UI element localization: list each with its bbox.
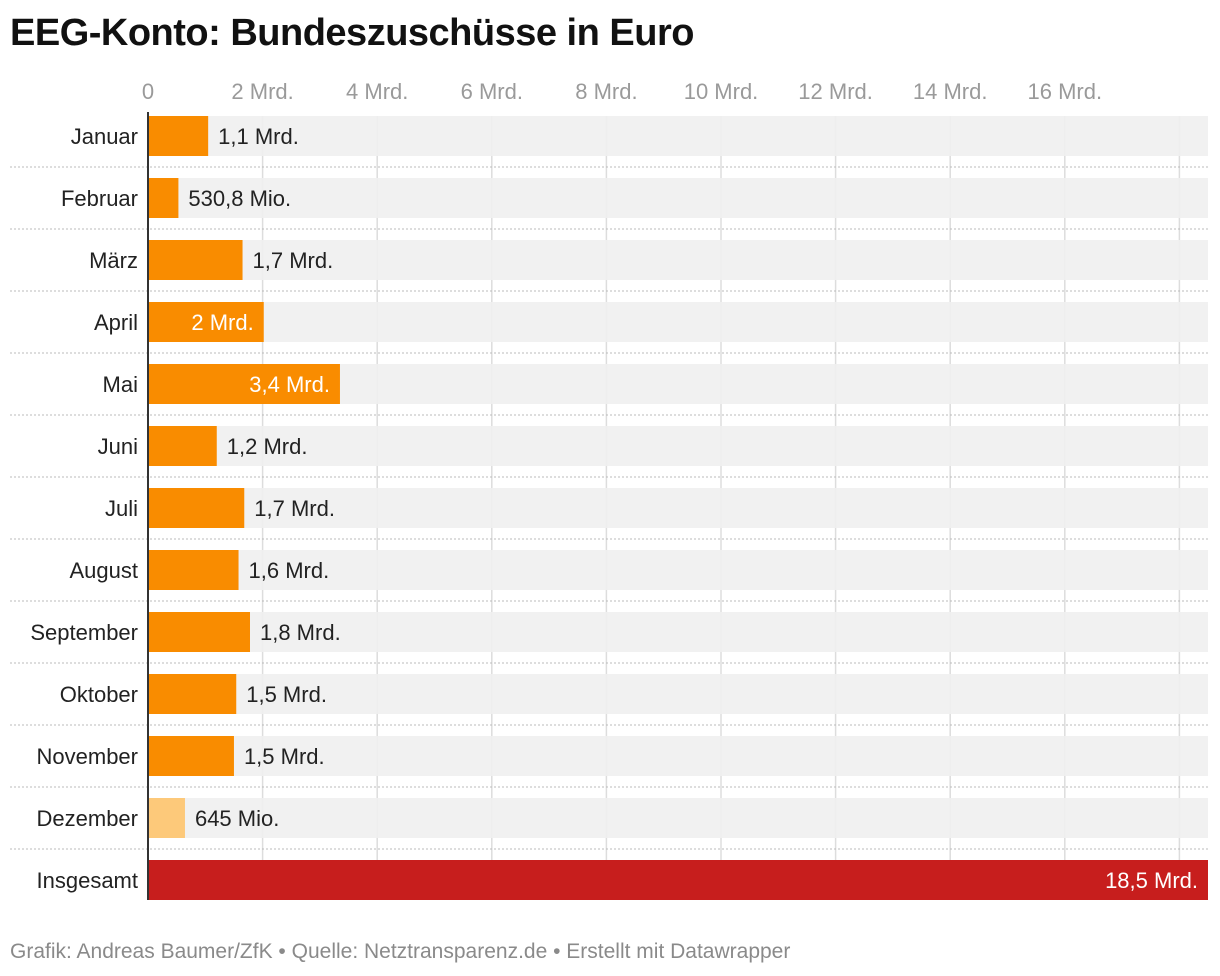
value-label: 530,8 Mio. bbox=[188, 186, 291, 211]
value-label: 1,7 Mrd. bbox=[254, 496, 335, 521]
bar bbox=[148, 116, 209, 156]
category-label: Insgesamt bbox=[37, 868, 139, 893]
value-label: 1,5 Mrd. bbox=[246, 682, 327, 707]
bar-track bbox=[148, 736, 1208, 776]
bar-row-märz: März 1,7 Mrd. bbox=[10, 240, 1208, 292]
value-label: 1,7 Mrd. bbox=[253, 248, 334, 273]
x-tick-label: 12 Mrd. bbox=[798, 79, 873, 104]
bar-track bbox=[148, 240, 1208, 280]
category-label: Oktober bbox=[60, 682, 138, 707]
x-tick-label: 0 bbox=[142, 79, 154, 104]
bar bbox=[148, 798, 185, 838]
category-label: Mai bbox=[103, 372, 138, 397]
bar-row-dezember: Dezember 645 Mio. bbox=[10, 798, 1208, 850]
bar bbox=[148, 240, 243, 280]
category-label: Dezember bbox=[37, 806, 138, 831]
value-label: 1,2 Mrd. bbox=[227, 434, 308, 459]
bar-row-august: August 1,6 Mrd. bbox=[10, 550, 1208, 602]
bar-track bbox=[148, 612, 1208, 652]
bar-row-insgesamt: Insgesamt 18,5 Mrd. bbox=[37, 860, 1208, 900]
chart-title: EEG-Konto: Bundeszuschüsse in Euro bbox=[10, 12, 694, 54]
x-axis-ticks: 0 2 Mrd. 4 Mrd. 6 Mrd. 8 Mrd. 10 Mrd. 12 Mrd. 1… bbox=[142, 79, 1102, 104]
bar-row-juni: Juni 1,2 Mrd. bbox=[10, 426, 1208, 478]
bar bbox=[148, 674, 237, 714]
bar bbox=[148, 178, 179, 218]
bar-row-mai: Mai 3,4 Mrd. bbox=[10, 364, 1208, 416]
chart-footer: Grafik: Andreas Baumer/ZfK • Quelle: Net… bbox=[10, 940, 791, 963]
bar-row-januar: Januar 1,1 Mrd. bbox=[10, 116, 1208, 168]
bar-row-september: September 1,8 Mrd. bbox=[10, 612, 1208, 664]
bar bbox=[148, 426, 217, 466]
bar-track bbox=[148, 488, 1208, 528]
category-label: Januar bbox=[71, 124, 138, 149]
bar-track bbox=[148, 178, 1208, 218]
x-tick-label: 16 Mrd. bbox=[1028, 79, 1103, 104]
bar-row-februar: Februar 530,8 Mio. bbox=[10, 178, 1208, 230]
value-label: 1,8 Mrd. bbox=[260, 620, 341, 645]
bar-row-april: April 2 Mrd. bbox=[10, 302, 1208, 354]
category-label: April bbox=[94, 310, 138, 335]
bar-row-juli: Juli 1,7 Mrd. bbox=[10, 488, 1208, 540]
category-label: Februar bbox=[61, 186, 138, 211]
bar-track bbox=[148, 302, 1208, 342]
value-label: 1,1 Mrd. bbox=[218, 124, 299, 149]
value-label: 2 Mrd. bbox=[191, 310, 253, 335]
x-tick-label: 14 Mrd. bbox=[913, 79, 988, 104]
bar-row-oktober: Oktober 1,5 Mrd. bbox=[10, 674, 1208, 726]
category-label: August bbox=[70, 558, 139, 583]
category-label: November bbox=[37, 744, 138, 769]
value-label: 3,4 Mrd. bbox=[249, 372, 330, 397]
bar-track bbox=[148, 426, 1208, 466]
bar bbox=[148, 736, 234, 776]
bar-track bbox=[148, 798, 1208, 838]
bar bbox=[148, 302, 264, 342]
bar-rows: Januar 1,1 Mrd. Februar 530,8 Mio. März 1,7 M… bbox=[10, 116, 1208, 900]
bar-track bbox=[148, 116, 1208, 156]
value-label: 1,6 Mrd. bbox=[249, 558, 330, 583]
category-label: September bbox=[30, 620, 138, 645]
bar-row-november: November 1,5 Mrd. bbox=[10, 736, 1208, 788]
x-tick-label: 6 Mrd. bbox=[461, 79, 523, 104]
value-label: 645 Mio. bbox=[195, 806, 279, 831]
bar bbox=[148, 612, 250, 652]
x-tick-label: 8 Mrd. bbox=[575, 79, 637, 104]
bar bbox=[148, 550, 239, 590]
category-label: März bbox=[89, 248, 138, 273]
bar bbox=[148, 860, 1208, 900]
bar bbox=[148, 364, 340, 404]
bar-track bbox=[148, 550, 1208, 590]
x-tick-label: 4 Mrd. bbox=[346, 79, 408, 104]
value-label: 1,5 Mrd. bbox=[244, 744, 325, 769]
value-label: 18,5 Mrd. bbox=[1105, 868, 1198, 893]
x-tick-label: 10 Mrd. bbox=[684, 79, 759, 104]
category-label: Juli bbox=[105, 496, 138, 521]
bar bbox=[148, 488, 245, 528]
x-tick-label: 2 Mrd. bbox=[231, 79, 293, 104]
bar-track bbox=[148, 674, 1208, 714]
category-label: Juni bbox=[98, 434, 138, 459]
